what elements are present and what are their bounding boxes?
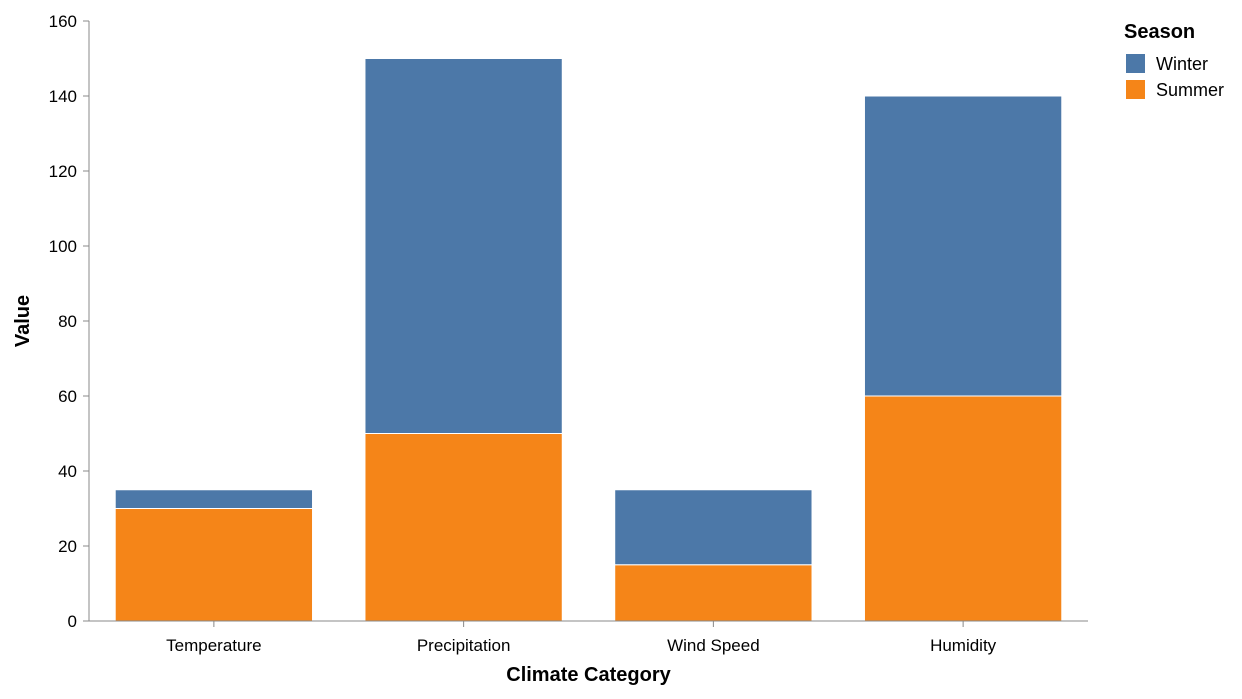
y-tick-label: 100 [49,237,77,256]
legend-label-summer: Summer [1156,80,1224,100]
legend-title: Season [1124,21,1195,43]
bar-precipitation-summer [364,433,563,622]
x-tick-label-temperature: Temperature [166,636,261,655]
x-tick-label-humidity: Humidity [930,636,997,655]
y-tick-label: 120 [49,162,77,181]
y-tick-label: 0 [68,612,77,631]
bar-humidity-summer [863,395,1063,622]
bar-temperature-winter [114,489,314,509]
y-tick-label: 160 [49,12,77,31]
bar-wind-speed-winter [614,489,813,566]
x-tick-label-wind-speed: Wind Speed [667,636,760,655]
y-tick-label: 60 [58,387,77,406]
bar-temperature-summer [114,508,314,622]
y-tick-label: 20 [58,537,77,556]
y-tick-label: 80 [58,312,77,331]
bars-layer [114,58,1063,622]
y-tick-label: 40 [58,462,77,481]
legend-label-winter: Winter [1156,54,1208,74]
y-tick-label: 140 [49,87,77,106]
x-axis: Temperature Precipitation Wind Speed Humidi… [89,620,1088,655]
legend-items: Winter Summer [1126,54,1224,100]
y-axis: 0 20 40 60 80 100 120 140 160 [49,12,90,631]
x-axis-title: Climate Category [506,664,671,686]
legend-swatch-summer [1126,80,1145,99]
bar-wind-speed-summer [614,564,813,622]
bar-precipitation-winter [364,58,563,434]
legend-swatch-winter [1126,54,1145,73]
x-tick-label-precipitation: Precipitation [417,636,511,655]
bar-humidity-winter [863,95,1063,397]
legend: Season Winter Summer [1124,21,1224,100]
y-axis-title: Value [12,295,34,347]
